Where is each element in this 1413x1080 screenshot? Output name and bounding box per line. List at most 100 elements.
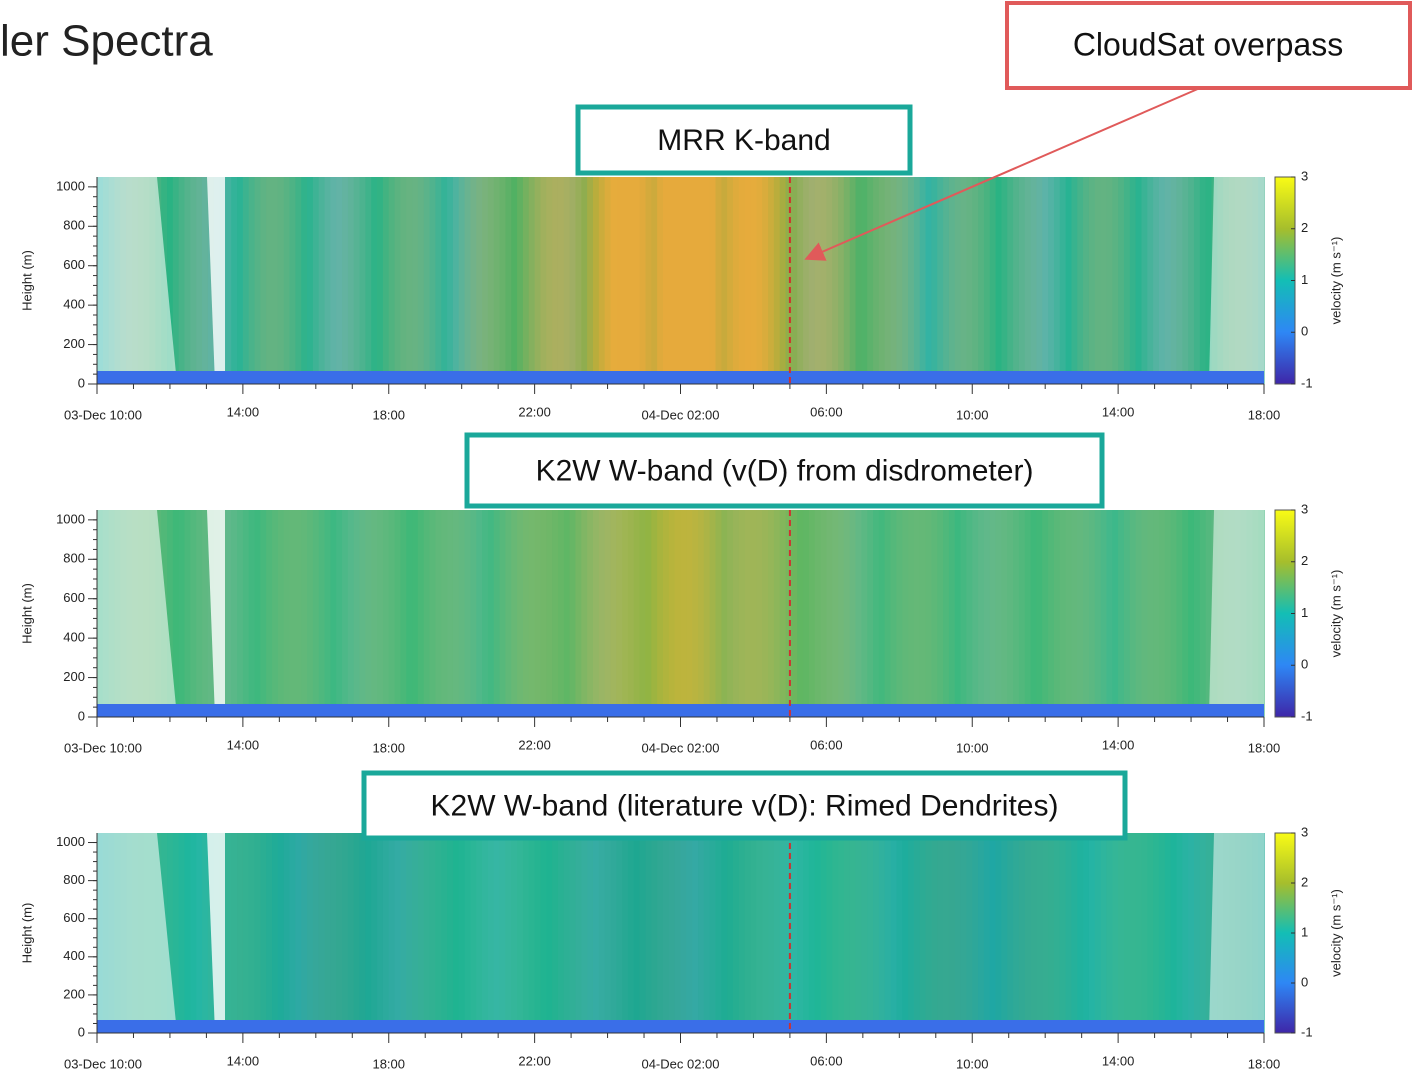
y-axis-label: Height (m) <box>19 583 34 644</box>
heatmap-texture <box>791 833 798 1033</box>
heatmap-texture <box>925 510 933 717</box>
heatmap-texture <box>902 833 909 1033</box>
heatmap-texture <box>260 510 267 717</box>
heatmap-texture <box>423 833 431 1033</box>
heatmap-texture <box>598 177 606 384</box>
heatmap-texture <box>989 177 997 384</box>
heatmap-texture <box>826 833 833 1033</box>
heatmap-texture <box>1030 833 1038 1033</box>
heatmap-texture <box>1158 833 1166 1033</box>
heatmap-texture <box>190 510 197 717</box>
heatmap-texture <box>283 833 291 1033</box>
y-tick-label: 200 <box>63 986 85 1001</box>
heatmap-texture <box>838 510 845 717</box>
heatmap-texture <box>1170 510 1178 717</box>
heatmap-texture <box>873 177 880 384</box>
heatmap-texture <box>721 833 728 1033</box>
heatmap-texture <box>435 510 442 717</box>
heatmap-texture <box>768 177 775 384</box>
heatmap-texture <box>575 833 582 1033</box>
heatmap-texture <box>943 177 950 384</box>
heatmap-texture <box>1013 510 1020 717</box>
heatmap-texture <box>540 177 547 384</box>
heatmap-texture <box>779 510 787 717</box>
heatmap-texture <box>884 510 892 717</box>
heatmap-texture <box>382 177 390 384</box>
heatmap-texture <box>569 510 577 717</box>
heatmap-texture <box>242 833 250 1033</box>
heatmap-texture <box>908 833 915 1033</box>
heatmap-texture <box>674 510 682 717</box>
heatmap-texture <box>785 510 792 717</box>
heatmap-texture <box>1083 833 1090 1033</box>
heatmap-texture <box>406 177 413 384</box>
heatmap-texture <box>1048 177 1055 384</box>
heatmap-texture <box>184 833 191 1033</box>
heatmap-texture <box>464 510 472 717</box>
heatmap-texture <box>1193 510 1201 717</box>
heatmap-texture <box>231 833 238 1033</box>
y-tick-label: 1000 <box>56 178 85 193</box>
heatmap-texture <box>225 833 232 1033</box>
heatmap-texture <box>768 833 775 1033</box>
heatmap-texture <box>1141 833 1148 1033</box>
heatmap-texture <box>692 833 699 1033</box>
missing-data <box>1209 833 1264 1033</box>
heatmap-texture <box>301 177 308 384</box>
heatmap-texture <box>499 833 507 1033</box>
heatmap-texture <box>388 177 396 384</box>
heatmap-texture <box>1205 177 1213 384</box>
heatmap-texture <box>1147 177 1154 384</box>
heatmap-texture <box>417 510 425 717</box>
heatmap-texture <box>575 510 582 717</box>
heatmap-texture <box>470 510 477 717</box>
heatmap-texture <box>1013 177 1020 384</box>
heatmap-texture <box>686 833 693 1033</box>
heatmap-texture <box>487 833 495 1033</box>
callout-arrow <box>804 87 1201 261</box>
heatmap-texture <box>698 177 705 384</box>
heatmap-texture <box>552 177 559 384</box>
heatmap-texture <box>966 177 973 384</box>
heatmap-texture <box>359 510 367 717</box>
heatmap-texture <box>1199 177 1207 384</box>
heatmap-texture <box>832 833 839 1033</box>
heatmap-texture <box>260 833 267 1033</box>
heatmap-texture <box>330 510 337 717</box>
heatmap-texture <box>785 177 792 384</box>
heatmap-texture <box>1141 510 1148 717</box>
x-tick-label: 18:00 <box>372 1056 405 1071</box>
heatmap-texture <box>972 833 979 1033</box>
heatmap-texture <box>184 510 191 717</box>
y-tick-label: 1000 <box>56 834 85 849</box>
heatmap-texture <box>1176 833 1183 1033</box>
heatmap-texture <box>849 510 857 717</box>
heatmap-texture <box>1018 833 1026 1033</box>
heatmap-texture <box>902 510 909 717</box>
heatmap-texture <box>1094 510 1102 717</box>
heatmap-texture <box>575 177 582 384</box>
x-tick-label: 22:00 <box>518 1053 551 1068</box>
heatmap-texture <box>1071 510 1078 717</box>
heatmap-texture <box>931 833 938 1033</box>
heatmap-texture <box>482 833 489 1033</box>
colorbar-tick-label: 1 <box>1301 272 1308 287</box>
heatmap-texture <box>505 510 512 717</box>
y-tick-label: 800 <box>63 218 85 233</box>
heatmap-texture <box>1001 510 1008 717</box>
heatmap-texture <box>254 177 261 384</box>
y-axis-label: Height (m) <box>19 903 34 964</box>
heatmap-texture <box>627 177 635 384</box>
heatmap-texture <box>342 510 349 717</box>
colorbar-tick-label: 3 <box>1301 168 1308 183</box>
heatmap-texture <box>400 177 407 384</box>
x-tick-label: 04-Dec 02:00 <box>641 740 719 755</box>
heatmap-texture <box>954 833 962 1033</box>
heatmap-texture <box>283 177 291 384</box>
heatmap-texture <box>826 177 833 384</box>
heatmap-texture <box>1182 177 1189 384</box>
heatmap-texture <box>178 510 186 717</box>
heatmap-texture <box>359 833 367 1033</box>
heatmap-texture <box>353 833 361 1033</box>
heatmap-texture <box>610 177 617 384</box>
